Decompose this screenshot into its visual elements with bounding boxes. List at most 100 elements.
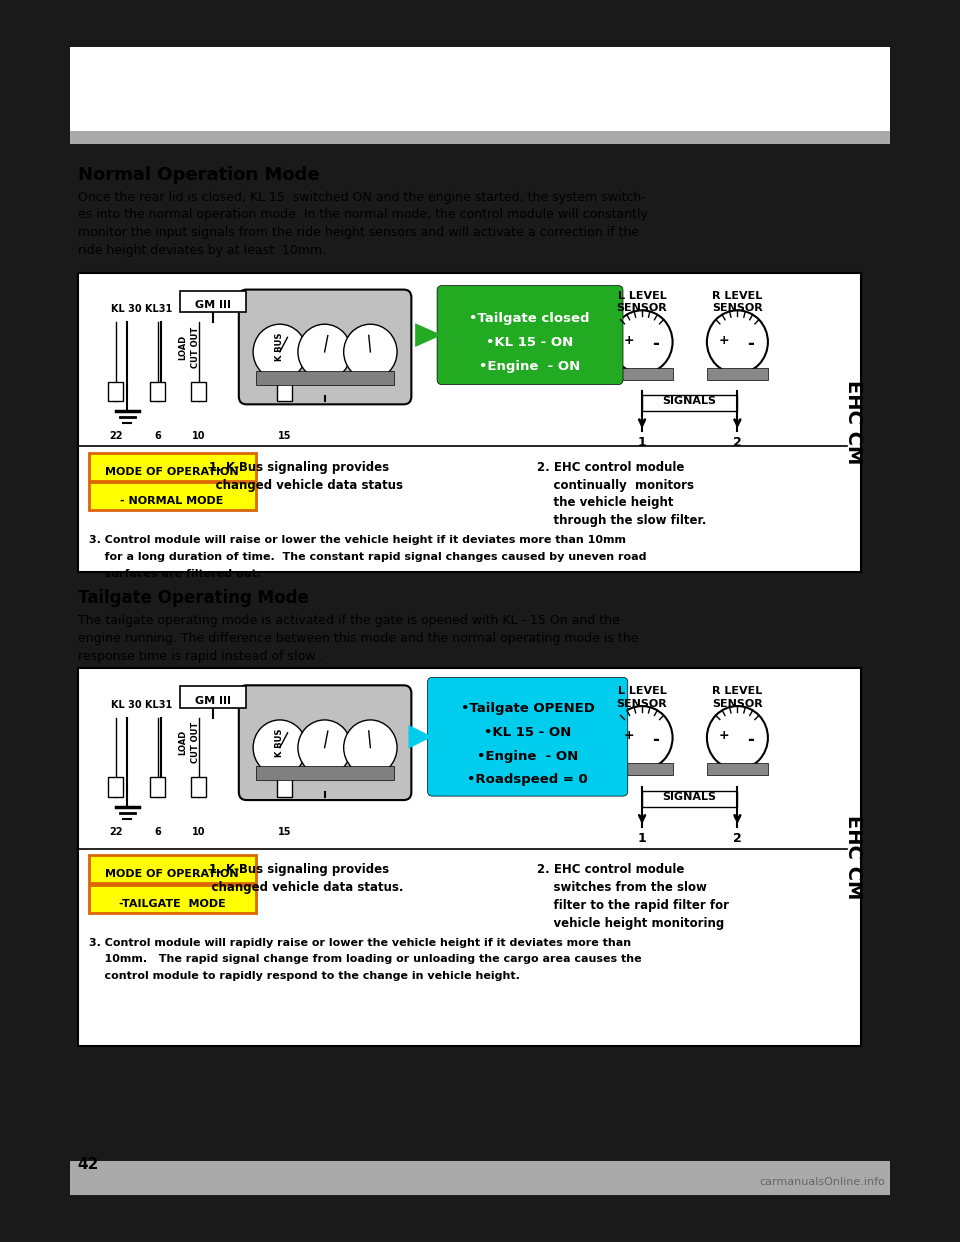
Text: control module to rapidly respond to the change in vehicle height.: control module to rapidly respond to the… xyxy=(89,971,520,981)
Text: for a long duration of time.  The constant rapid signal changes caused by uneven: for a long duration of time. The constan… xyxy=(89,551,647,561)
Text: -: - xyxy=(747,730,755,749)
Text: -TAILGATE  MODE: -TAILGATE MODE xyxy=(119,899,226,909)
Circle shape xyxy=(344,324,397,380)
Text: 6: 6 xyxy=(155,431,161,441)
Text: •Tailgate closed: •Tailgate closed xyxy=(469,312,589,325)
Text: •Tailgate OPENED: •Tailgate OPENED xyxy=(461,702,594,715)
Text: 15: 15 xyxy=(277,827,291,837)
Text: +: + xyxy=(623,729,634,743)
Text: 2. EHC control module: 2. EHC control module xyxy=(538,863,684,877)
Text: •KL 15 - ON: •KL 15 - ON xyxy=(486,337,573,349)
Text: SIGNALS: SIGNALS xyxy=(662,792,717,802)
Text: R LEVEL
SENSOR: R LEVEL SENSOR xyxy=(712,687,763,709)
Text: MODE OF OPERATION: MODE OF OPERATION xyxy=(106,467,239,477)
Text: 1. K-Bus signaling provides: 1. K-Bus signaling provides xyxy=(209,863,389,877)
Bar xyxy=(89,886,256,913)
Text: 6: 6 xyxy=(155,827,161,837)
Circle shape xyxy=(707,310,768,374)
Text: CUT OUT: CUT OUT xyxy=(191,327,201,368)
Bar xyxy=(108,777,124,797)
Text: 1. K-Bus signaling provides: 1. K-Bus signaling provides xyxy=(209,461,389,473)
Text: 22: 22 xyxy=(109,431,123,441)
Text: •KL 15 - ON: •KL 15 - ON xyxy=(484,725,571,739)
Text: es into the normal operation mode. In the normal mode, the control module will c: es into the normal operation mode. In th… xyxy=(78,209,648,221)
Bar xyxy=(276,381,292,401)
Text: the vehicle height: the vehicle height xyxy=(538,497,674,509)
Circle shape xyxy=(298,720,351,775)
Text: R LEVEL
SENSOR: R LEVEL SENSOR xyxy=(712,291,763,313)
Text: Tailgate Operating Mode: Tailgate Operating Mode xyxy=(78,590,308,607)
Text: CUT OUT: CUT OUT xyxy=(191,722,201,764)
Bar xyxy=(70,1161,890,1192)
Text: LOAD: LOAD xyxy=(178,334,187,360)
Text: 1: 1 xyxy=(637,436,646,450)
Text: 1: 1 xyxy=(637,832,646,845)
Text: continually  monitors: continually monitors xyxy=(538,478,694,492)
Bar xyxy=(642,395,737,411)
Bar xyxy=(70,1165,890,1195)
Bar xyxy=(89,482,256,510)
Text: ride height deviates by at least  10mm.: ride height deviates by at least 10mm. xyxy=(78,245,325,257)
Bar xyxy=(70,132,890,144)
Circle shape xyxy=(612,310,673,374)
Text: K BUS: K BUS xyxy=(276,729,284,756)
Polygon shape xyxy=(415,323,442,347)
Text: filter to the rapid filter for: filter to the rapid filter for xyxy=(538,899,730,912)
Bar xyxy=(191,381,206,401)
Bar xyxy=(89,856,256,883)
Text: 22: 22 xyxy=(109,827,123,837)
Circle shape xyxy=(298,324,351,380)
Bar xyxy=(150,777,165,797)
Circle shape xyxy=(707,707,768,769)
Text: LOAD: LOAD xyxy=(178,730,187,755)
Text: -: - xyxy=(652,730,659,749)
Text: vehicle height monitoring: vehicle height monitoring xyxy=(538,917,725,930)
Bar xyxy=(276,777,292,797)
Text: EHC CM: EHC CM xyxy=(844,380,863,465)
Text: KL 30 KL31: KL 30 KL31 xyxy=(111,700,172,710)
Bar xyxy=(612,764,673,775)
Text: Once the rear lid is closed, KL 15  switched ON and the engine started, the syst: Once the rear lid is closed, KL 15 switc… xyxy=(78,190,645,204)
Circle shape xyxy=(612,707,673,769)
Text: KL 30 KL31: KL 30 KL31 xyxy=(111,304,172,314)
Text: L LEVEL
SENSOR: L LEVEL SENSOR xyxy=(616,291,667,313)
Text: GM III: GM III xyxy=(195,697,231,707)
Text: Normal Operation Mode: Normal Operation Mode xyxy=(78,166,320,184)
Text: •Roadspeed = 0: •Roadspeed = 0 xyxy=(468,774,588,786)
Polygon shape xyxy=(409,725,432,749)
Text: The tailgate operating mode is activated if the gate is opened with KL - 15 On a: The tailgate operating mode is activated… xyxy=(78,614,619,627)
Text: surfaces are filtered out.: surfaces are filtered out. xyxy=(89,569,261,579)
Text: +: + xyxy=(719,334,730,347)
Bar xyxy=(191,777,206,797)
Text: 3. Control module will rapidly raise or lower the vehicle height if it deviates : 3. Control module will rapidly raise or … xyxy=(89,938,632,948)
Text: 3. Control module will raise or lower the vehicle height if it deviates more tha: 3. Control module will raise or lower th… xyxy=(89,535,626,545)
Text: through the slow filter.: through the slow filter. xyxy=(538,514,707,527)
Circle shape xyxy=(344,720,397,775)
Circle shape xyxy=(253,324,306,380)
Text: 10mm.   The rapid signal change from loading or unloading the cargo area causes : 10mm. The rapid signal change from loadi… xyxy=(89,954,642,964)
FancyBboxPatch shape xyxy=(427,677,628,796)
Bar xyxy=(89,453,256,481)
Text: GM III: GM III xyxy=(195,301,231,310)
Text: K BUS: K BUS xyxy=(276,333,284,361)
Text: •Engine  - ON: •Engine - ON xyxy=(477,750,578,763)
Bar xyxy=(256,370,395,385)
Text: 2: 2 xyxy=(733,436,742,450)
Text: 2: 2 xyxy=(733,832,742,845)
Text: 10: 10 xyxy=(192,431,205,441)
Bar xyxy=(180,687,247,708)
Text: EHC CM: EHC CM xyxy=(844,815,863,899)
Bar xyxy=(150,381,165,401)
Bar xyxy=(707,368,768,380)
Text: monitor the input signals from the ride height sensors and will activate a corre: monitor the input signals from the ride … xyxy=(78,226,638,240)
Text: response time is rapid instead of slow .: response time is rapid instead of slow . xyxy=(78,650,324,663)
Text: L LEVEL
SENSOR: L LEVEL SENSOR xyxy=(616,687,667,709)
Bar xyxy=(78,273,861,571)
Bar xyxy=(180,291,247,312)
Text: switches from the slow: switches from the slow xyxy=(538,881,708,894)
Text: MODE OF OPERATION: MODE OF OPERATION xyxy=(106,869,239,879)
Text: 2. EHC control module: 2. EHC control module xyxy=(538,461,684,473)
Bar xyxy=(256,766,395,780)
Text: 10: 10 xyxy=(192,827,205,837)
Bar xyxy=(612,368,673,380)
